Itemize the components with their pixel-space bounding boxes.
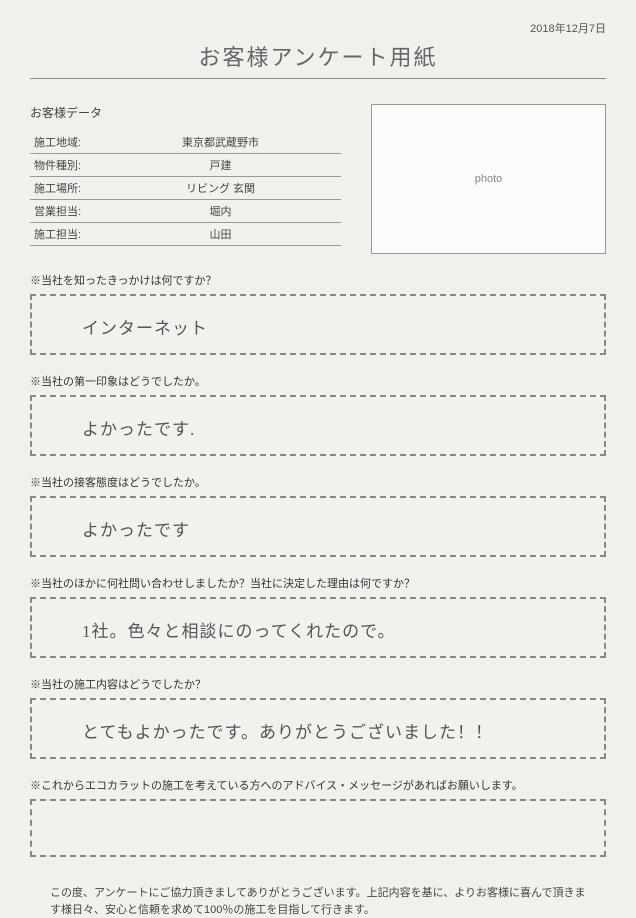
answer-text: 1社。色々と相談にのってくれたので。 (82, 617, 554, 642)
answer-text: よかったです. (82, 415, 554, 440)
row-label: 施工担当: (30, 223, 100, 246)
answer-text: よかったです (82, 516, 554, 541)
answer-box (30, 799, 606, 857)
answer-box: 1社。色々と相談にのってくれたので。 (30, 597, 606, 658)
row-label: 物件種別: (30, 154, 100, 177)
row-label: 営業担当: (30, 200, 100, 223)
question-text: ※当社を知ったきっかけは何ですか？ (30, 272, 606, 288)
row-value: 戸建 (100, 154, 341, 177)
customer-data-label: お客様データ (30, 104, 341, 121)
question-text: ※当社の施工内容はどうでしたか？ (30, 676, 606, 692)
customer-data-section: お客様データ 施工地域:東京都武蔵野市 物件種別:戸建 施工場所:リビング 玄関… (30, 104, 606, 254)
answer-box: インターネット (30, 294, 606, 355)
row-value: リビング 玄関 (100, 177, 341, 200)
answer-box: よかったです (30, 496, 606, 557)
document-title: お客様アンケート用紙 (30, 40, 606, 79)
document-date: 2018年12月7日 (30, 20, 606, 36)
row-label: 施工場所: (30, 177, 100, 200)
question-text: ※当社の第一印象はどうでしたか。 (30, 373, 606, 389)
question-text: ※当社の接客態度はどうでしたか。 (30, 474, 606, 490)
table-row: 物件種別:戸建 (30, 154, 341, 177)
row-label: 施工地域: (30, 131, 100, 154)
table-row: 施工場所:リビング 玄関 (30, 177, 341, 200)
table-row: 施工担当:山田 (30, 223, 341, 246)
photo-label: photo (475, 173, 503, 185)
table-row: 営業担当:堀内 (30, 200, 341, 223)
question-text: ※当社のほかに何社問い合わせしましたか？当社に決定した理由は何ですか？ (30, 575, 606, 591)
footer-text: この度、アンケートにご協力頂きましてありがとうございます。上記内容を基に、よりお… (30, 885, 606, 918)
answer-text: とてもよかったです。ありがとうございました！！ (82, 718, 554, 743)
answer-box: よかったです. (30, 395, 606, 456)
table-row: 施工地域:東京都武蔵野市 (30, 131, 341, 154)
row-value: 東京都武蔵野市 (100, 131, 341, 154)
question-text: ※これからエコカラットの施工を考えている方へのアドバイス・メッセージがあればお願… (30, 777, 606, 793)
answer-text: インターネット (82, 314, 554, 339)
row-value: 堀内 (100, 200, 341, 223)
row-value: 山田 (100, 223, 341, 246)
customer-data-table: 施工地域:東京都武蔵野市 物件種別:戸建 施工場所:リビング 玄関 営業担当:堀… (30, 131, 341, 246)
photo-placeholder: photo (371, 104, 606, 254)
answer-box: とてもよかったです。ありがとうございました！！ (30, 698, 606, 759)
